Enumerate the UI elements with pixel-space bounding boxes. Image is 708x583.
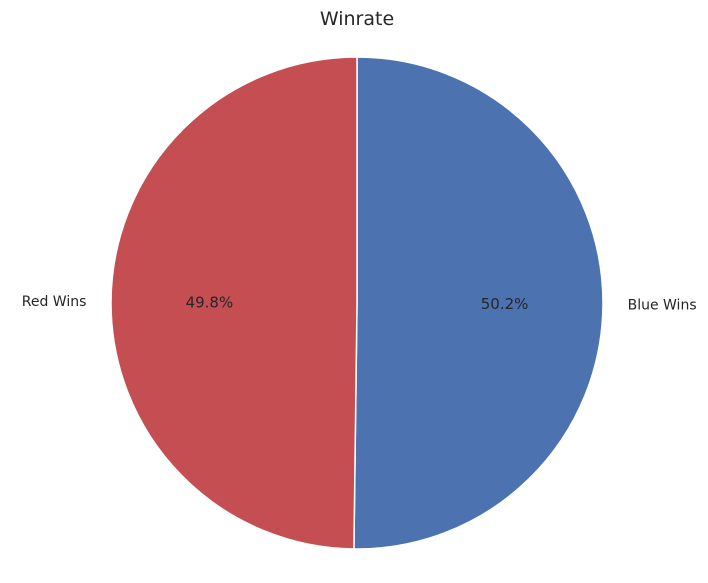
pct-label-blue-wins: 50.2% <box>481 295 529 313</box>
pie-slice-red-wins <box>110 56 358 550</box>
slice-label-blue-wins: Blue Wins <box>628 298 697 314</box>
chart-title: Winrate <box>320 8 394 30</box>
pie-slices <box>110 56 604 550</box>
slice-label-red-wins: Red Wins <box>22 294 87 310</box>
pie-labels: Blue Wins 50.2% Red Wins 49.8% <box>22 293 697 313</box>
pct-label-red-wins: 49.8% <box>186 293 234 311</box>
pie-slice-blue-wins <box>353 56 604 550</box>
